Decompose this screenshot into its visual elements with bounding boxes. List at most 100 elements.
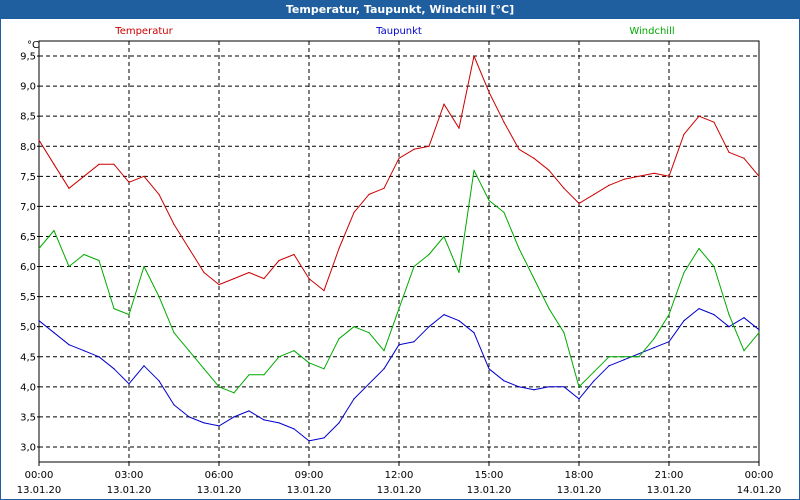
data-point-windchill — [548, 308, 550, 310]
data-point-windchill — [143, 265, 145, 268]
data-point-taupunkt — [203, 422, 205, 424]
legend-entry-windchill: Windchill — [629, 26, 674, 37]
line-chart: 3,0 3,5 4,0 4,5 5,0 5,5 6,0 6,5 7,0 7,5 8,0 8,5 9,0 9… — [1, 19, 799, 499]
data-point-taupunkt — [698, 308, 700, 310]
data-point-taupunkt — [518, 386, 520, 388]
data-point-windchill — [518, 247, 520, 250]
y-tick-label: 5,5 — [20, 292, 36, 303]
data-point-windchill — [728, 314, 730, 316]
data-point-temperatur — [98, 163, 100, 165]
data-point-windchill — [98, 259, 100, 262]
data-point-temperatur — [713, 121, 715, 123]
x-tick-date-label: 13.01.20 — [557, 485, 602, 496]
data-point-temperatur — [278, 259, 280, 262]
data-point-taupunkt — [278, 422, 280, 424]
data-point-temperatur — [488, 91, 490, 93]
data-point-windchill — [653, 338, 655, 340]
data-point-taupunkt — [158, 380, 160, 382]
data-point-taupunkt — [593, 380, 595, 382]
x-tick-date-label: 13.01.20 — [287, 485, 332, 496]
data-point-windchill — [713, 265, 715, 268]
x-tick-date-label: 13.01.20 — [647, 485, 692, 496]
data-point-temperatur — [518, 148, 520, 150]
data-point-temperatur — [443, 103, 445, 105]
data-point-temperatur — [68, 187, 70, 189]
data-point-taupunkt — [323, 437, 325, 439]
data-point-windchill — [428, 253, 430, 256]
data-point-taupunkt — [458, 320, 460, 322]
grid-lines — [39, 41, 759, 462]
y-tick-label: 4,5 — [20, 352, 36, 363]
data-point-taupunkt — [563, 386, 565, 388]
data-point-temperatur — [293, 253, 295, 256]
data-point-windchill — [248, 374, 250, 376]
y-tick-labels: 3,0 3,5 4,0 4,5 5,0 5,5 6,0 6,5 7,0 7,5 8,0 8,5 9,0 9… — [20, 52, 39, 453]
y-axis-unit-label: °C — [27, 40, 39, 51]
data-point-taupunkt — [143, 365, 145, 367]
data-point-windchill — [683, 271, 685, 274]
legend-entry-taupunkt: Taupunkt — [375, 26, 422, 37]
data-point-temperatur — [428, 145, 430, 147]
data-point-taupunkt — [638, 353, 640, 355]
data-point-taupunkt — [488, 368, 490, 370]
data-point-windchill — [758, 332, 760, 334]
data-point-taupunkt — [353, 398, 355, 400]
x-tick-time-label: 03:00 — [115, 470, 144, 481]
data-point-taupunkt — [728, 326, 730, 328]
y-tick-label: 6,5 — [20, 232, 36, 243]
data-point-taupunkt — [113, 368, 115, 370]
data-point-taupunkt — [383, 368, 385, 370]
data-point-temperatur — [353, 211, 355, 214]
data-point-windchill — [368, 332, 370, 334]
data-point-windchill — [203, 368, 205, 370]
data-point-windchill — [503, 211, 505, 214]
data-point-windchill — [128, 314, 130, 316]
data-point-temperatur — [338, 247, 340, 250]
data-point-temperatur — [188, 247, 190, 250]
data-point-taupunkt — [398, 344, 400, 346]
data-point-taupunkt — [578, 398, 580, 400]
data-point-windchill — [353, 326, 355, 328]
data-point-temperatur — [203, 271, 205, 274]
data-point-windchill — [173, 332, 175, 334]
data-point-taupunkt — [503, 380, 505, 382]
y-tick-label: 7,0 — [20, 202, 36, 213]
data-point-temperatur — [533, 157, 535, 159]
data-point-temperatur — [728, 151, 730, 153]
data-point-temperatur — [218, 283, 220, 286]
legend-entry-temperatur: Temperatur — [114, 26, 173, 37]
data-point-temperatur — [263, 277, 265, 280]
data-point-taupunkt — [53, 332, 55, 334]
data-point-temperatur — [593, 193, 595, 195]
data-point-windchill — [308, 362, 310, 364]
data-point-windchill — [113, 308, 115, 310]
data-point-taupunkt — [413, 341, 415, 343]
data-point-temperatur — [113, 163, 115, 165]
data-point-windchill — [263, 374, 265, 376]
y-tick-label: 3,5 — [20, 412, 36, 423]
chart-background — [1, 19, 799, 499]
data-point-windchill — [53, 229, 55, 232]
series-lines — [38, 55, 760, 442]
y-tick-label: 8,0 — [20, 142, 36, 153]
data-point-temperatur — [368, 193, 370, 195]
y-tick-label: 4,0 — [20, 382, 36, 393]
x-tick-date-label: 13.01.20 — [377, 485, 422, 496]
y-tick-label: 7,5 — [20, 172, 36, 183]
data-point-temperatur — [473, 55, 475, 57]
data-point-temperatur — [563, 187, 565, 189]
data-point-taupunkt — [443, 314, 445, 316]
x-tick-time-label: 18:00 — [565, 470, 594, 481]
x-tick-time-label: 21:00 — [655, 470, 684, 481]
data-point-taupunkt — [98, 356, 100, 358]
data-point-taupunkt — [683, 320, 685, 322]
data-point-taupunkt — [188, 416, 190, 418]
data-point-taupunkt — [428, 326, 430, 328]
data-point-windchill — [293, 350, 295, 352]
data-point-taupunkt — [743, 317, 745, 319]
data-point-taupunkt — [713, 314, 715, 316]
x-tick-time-label: 00:00 — [25, 470, 54, 481]
data-point-windchill — [188, 350, 190, 352]
data-point-temperatur — [458, 127, 460, 129]
